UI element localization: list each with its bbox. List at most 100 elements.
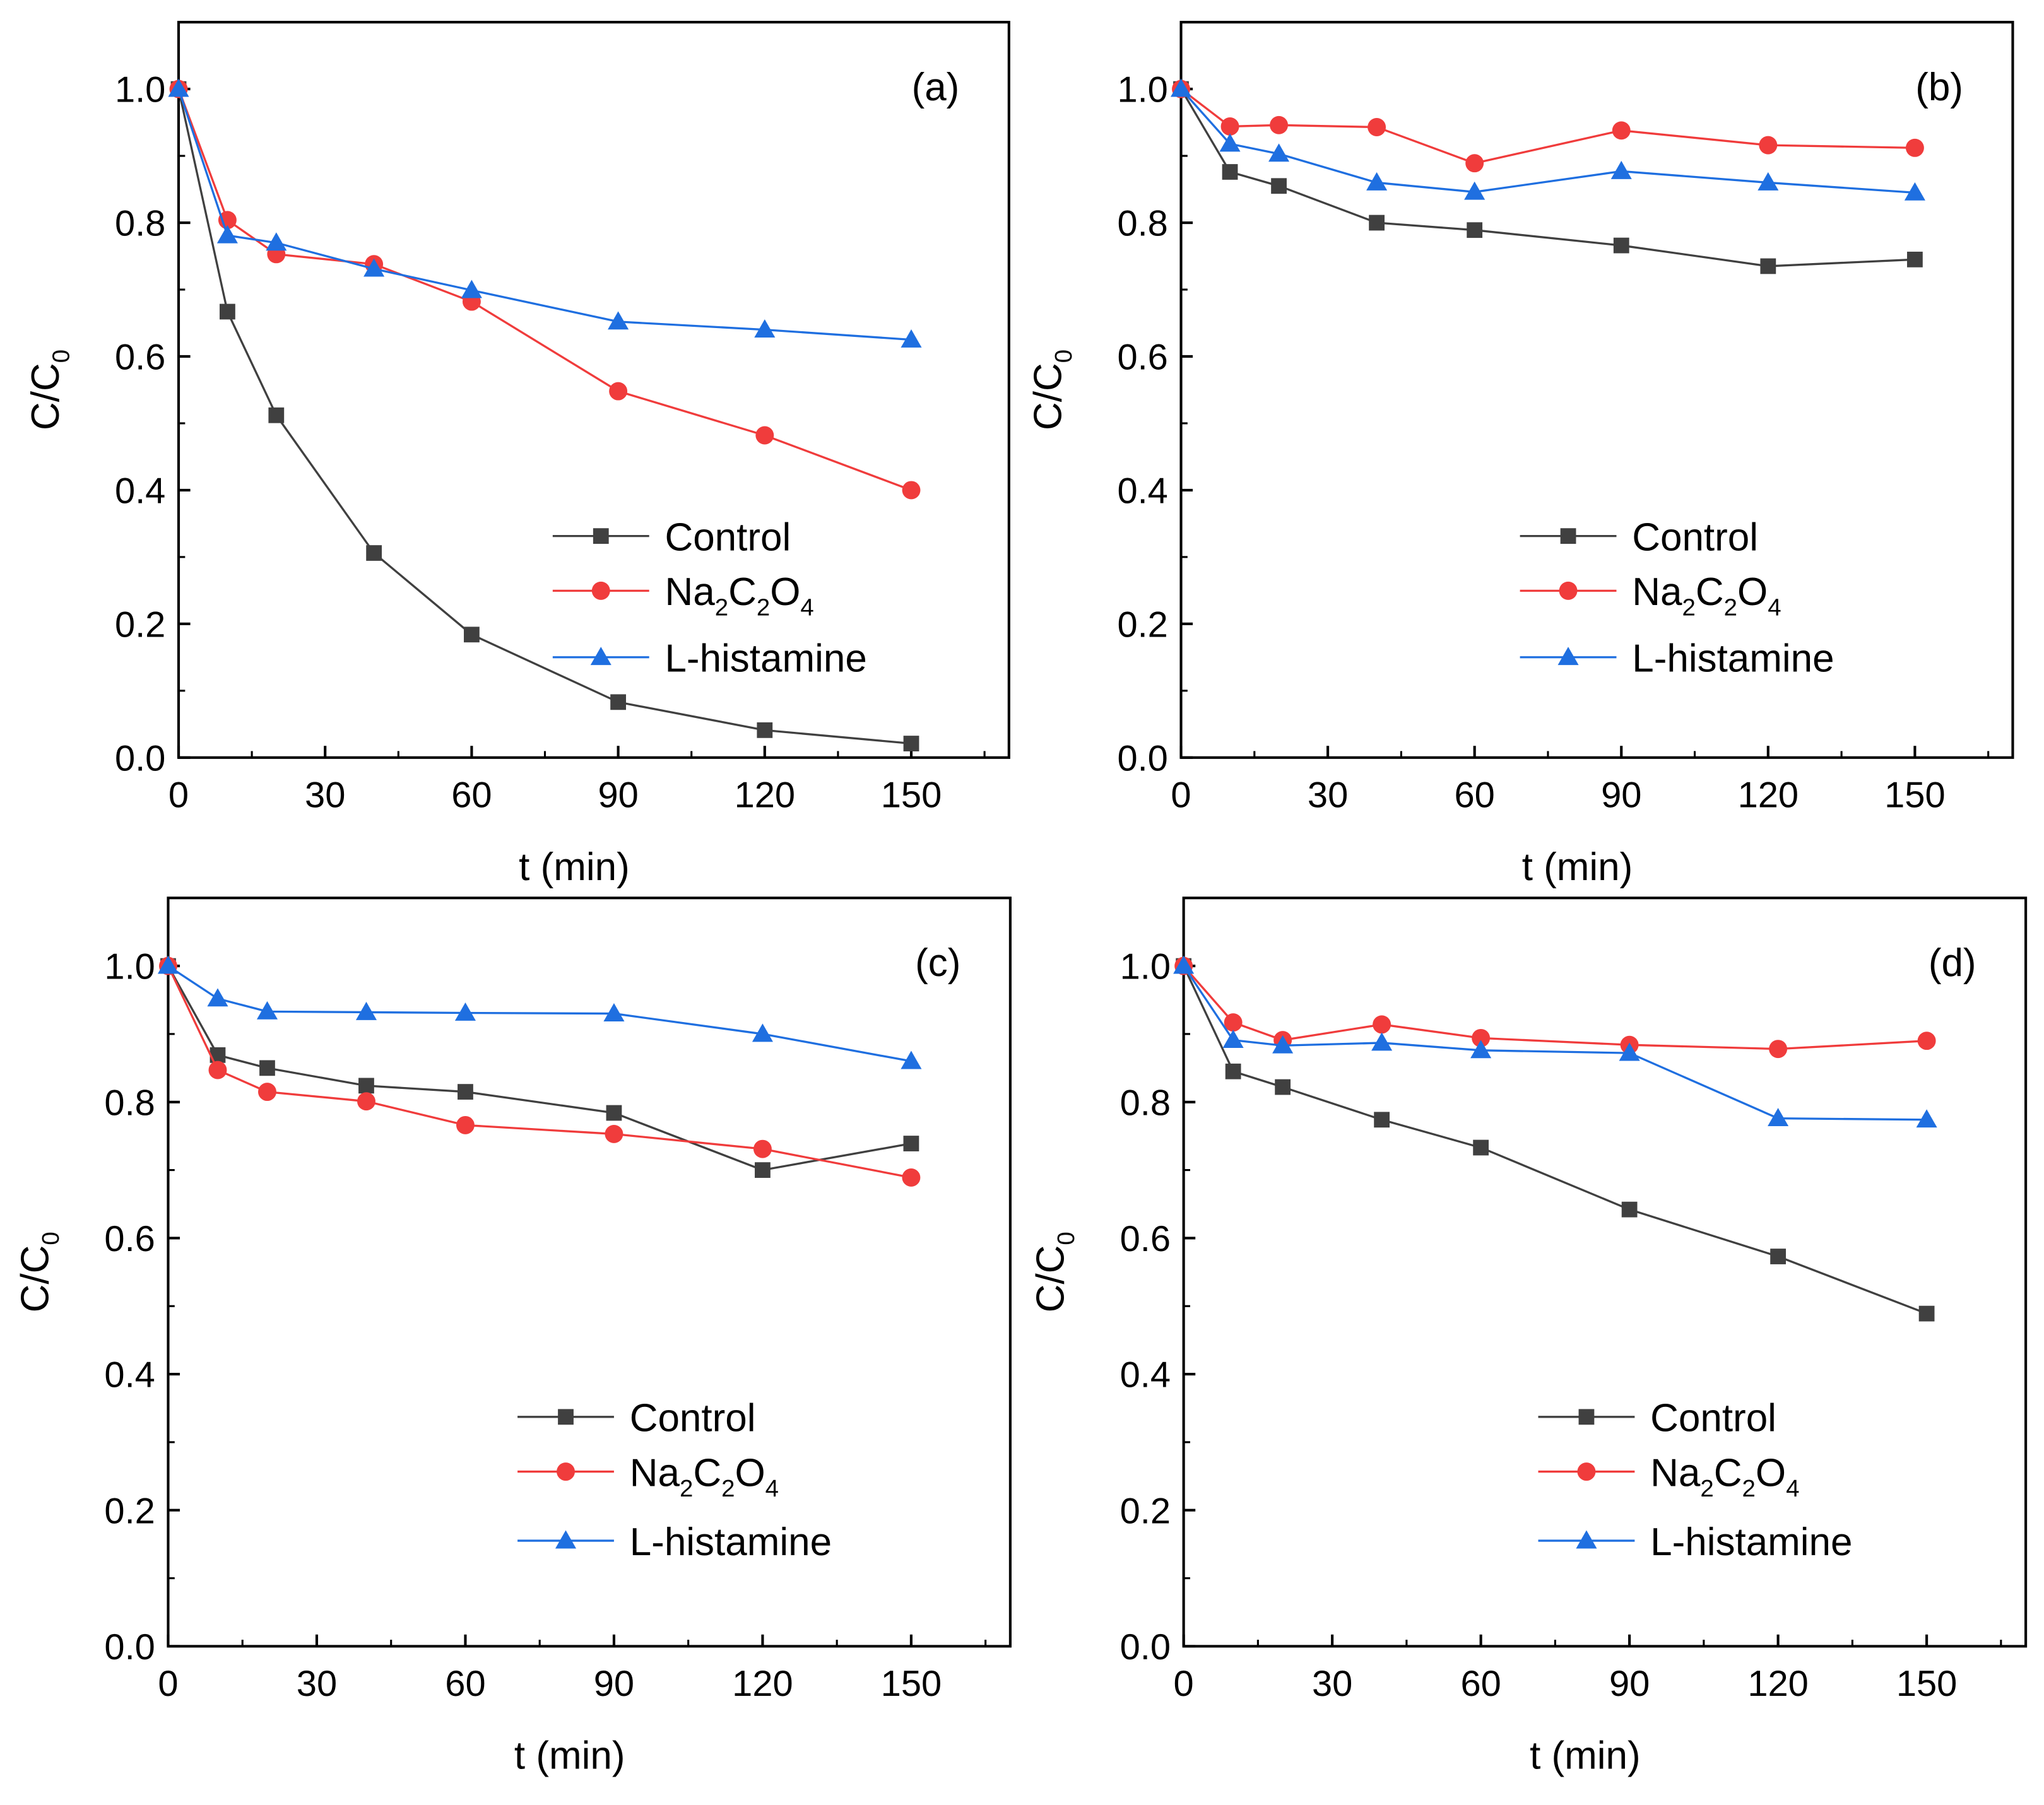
legend-label: Control — [665, 515, 791, 559]
triangle-marker — [1219, 133, 1241, 152]
x-tick-label: 120 — [732, 1664, 793, 1704]
triangle-marker — [1170, 78, 1192, 97]
circle-marker — [1270, 115, 1289, 134]
triangle-marker — [603, 1003, 625, 1021]
series-na2c2o4 — [1172, 79, 1924, 173]
square-marker — [220, 303, 235, 320]
panel-label: (d) — [1929, 941, 1976, 985]
x-tick-label: 90 — [1601, 775, 1641, 815]
triangle-marker — [1768, 1108, 1789, 1127]
triangle-marker — [1173, 955, 1195, 974]
square-marker — [1369, 215, 1385, 231]
y-tick-label: 0.4 — [1120, 1355, 1171, 1396]
legend-item: Control — [1538, 1397, 1776, 1440]
square-marker — [1222, 164, 1238, 180]
series-line — [177, 88, 912, 341]
square-marker — [1225, 1063, 1241, 1079]
circle-marker — [1905, 138, 1924, 157]
circle-marker — [557, 1462, 575, 1481]
plot-frame — [1179, 21, 2014, 759]
y-tick-label: 0.2 — [1117, 605, 1167, 645]
series-line — [167, 965, 912, 1062]
series-na2c2o4 — [1174, 956, 1936, 1059]
x-tick-label: 60 — [445, 1664, 485, 1704]
circle-marker — [902, 481, 921, 500]
y-tick-label: 1.0 — [1120, 947, 1171, 987]
legend: Control Na2C2O4 L-histamine — [1538, 1397, 1852, 1564]
x-axis-label: t (min) — [514, 1734, 625, 1778]
square-marker — [1770, 1249, 1786, 1264]
legend-item: Na2C2O4 — [517, 1451, 779, 1502]
square-marker — [358, 1078, 374, 1094]
series-control — [1173, 81, 1923, 274]
triangle-marker — [216, 225, 238, 244]
legend-label: Na2C2O4 — [665, 570, 813, 621]
square-marker — [366, 545, 382, 561]
y-tick-label: 0.8 — [1117, 204, 1167, 244]
circle-marker — [208, 1061, 227, 1079]
square-marker — [259, 1060, 275, 1076]
square-marker — [1271, 178, 1287, 194]
y-tick-label: 0.0 — [1120, 1627, 1171, 1667]
x-tick-label: 150 — [1884, 775, 1945, 815]
circle-marker — [902, 1168, 921, 1187]
triangle-marker — [461, 279, 482, 298]
x-tick-label: 60 — [451, 775, 492, 815]
y-tick-label: 0.6 — [1117, 338, 1167, 378]
circle-marker — [1368, 118, 1386, 136]
legend-item: L-histamine — [517, 1520, 832, 1564]
plot-frame — [177, 21, 1010, 759]
square-marker — [1374, 1112, 1390, 1128]
series-l-histamine — [1173, 955, 1937, 1128]
square-marker — [1467, 222, 1483, 238]
x-tick-label: 60 — [1460, 1664, 1501, 1704]
series-control — [160, 958, 919, 1178]
series-line — [177, 88, 912, 491]
legend-item: Control — [1520, 515, 1758, 559]
square-marker — [1275, 1079, 1291, 1095]
triangle-marker — [1576, 1530, 1597, 1549]
legend-item: Control — [552, 515, 791, 559]
circle-marker — [1917, 1032, 1936, 1050]
legend-label: Control — [1650, 1397, 1776, 1440]
y-tick-label: 0.0 — [1117, 738, 1167, 779]
triangle-marker — [1610, 160, 1632, 179]
series-line — [1180, 88, 1915, 194]
circle-marker — [357, 1092, 375, 1111]
square-marker — [1473, 1139, 1489, 1156]
triangle-marker — [754, 319, 776, 338]
triangle-marker — [1268, 143, 1290, 162]
x-tick-label: 60 — [1455, 775, 1495, 815]
triangle-marker — [454, 1002, 476, 1021]
x-tick-label: 150 — [881, 775, 942, 815]
circle-marker — [605, 1124, 623, 1143]
panel-label: (b) — [1915, 66, 1963, 109]
x-tick-label: 30 — [1312, 1664, 1352, 1704]
plot-frame — [167, 897, 1012, 1648]
square-marker — [757, 722, 773, 738]
y-tick-label: 0.2 — [104, 1491, 155, 1531]
series-line — [177, 88, 912, 745]
square-marker — [610, 694, 627, 710]
chart-panel-d: 0 30 60 90 120 150 0.0 0.2 0.4 0.6 0.8 1.0 t (min) C/… — [1029, 897, 2028, 1778]
triangle-marker — [608, 311, 629, 330]
circle-marker — [456, 1115, 475, 1134]
series-line — [1183, 965, 1927, 1121]
circle-marker — [1759, 136, 1778, 155]
circle-marker — [1559, 581, 1578, 600]
x-tick-label: 150 — [1896, 1664, 1957, 1704]
chart-panel-c: 0 30 60 90 120 150 0.0 0.2 0.4 0.6 0.8 1.0 t (min) C/… — [13, 897, 1012, 1778]
y-tick-label: 0.4 — [115, 471, 165, 512]
series-line — [1183, 965, 1927, 1050]
legend-label: Na2C2O4 — [630, 1451, 779, 1502]
triangle-marker — [1366, 172, 1388, 191]
x-tick-label: 120 — [735, 775, 795, 815]
triangle-marker — [355, 1001, 377, 1020]
series-control — [1176, 958, 1935, 1322]
square-marker — [755, 1162, 771, 1178]
square-marker — [1613, 237, 1629, 254]
legend-label: L-histamine — [1650, 1520, 1852, 1564]
y-axis-label: C/C0 — [1029, 1232, 1080, 1312]
square-marker — [606, 1105, 622, 1121]
